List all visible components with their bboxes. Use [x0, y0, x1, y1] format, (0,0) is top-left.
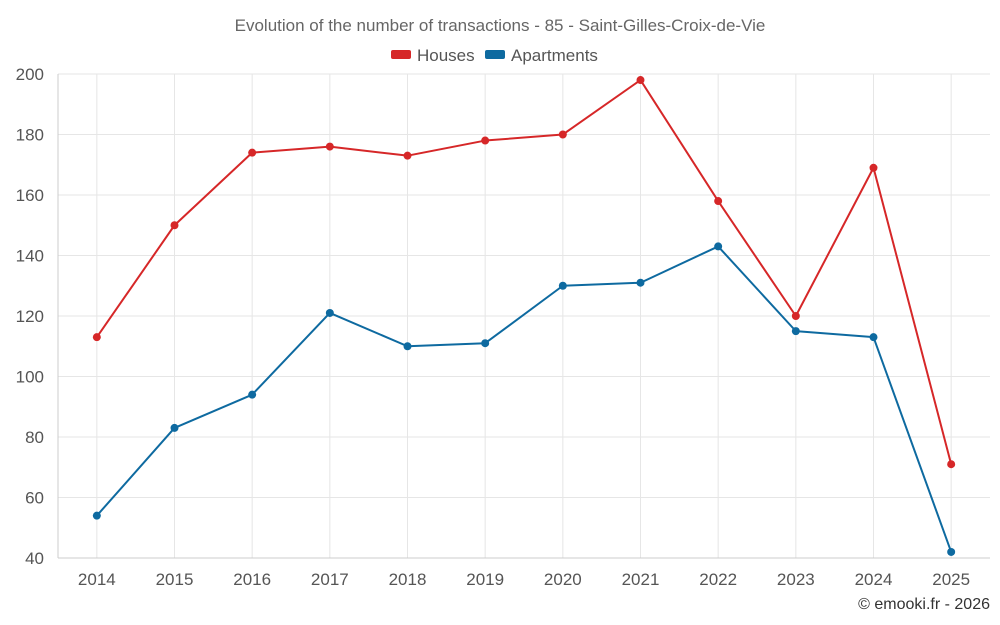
y-tick-label: 80: [25, 428, 44, 447]
data-point-houses-2022[interactable]: [714, 197, 723, 206]
x-tick-label: 2023: [777, 570, 815, 589]
data-point-houses-2017[interactable]: [325, 142, 334, 151]
data-point-houses-2021[interactable]: [636, 76, 645, 85]
y-axis: 40 60 80 100 120 140 160 180 200: [16, 65, 44, 568]
x-tick-label: 2014: [78, 570, 116, 589]
x-tick-label: 2017: [311, 570, 349, 589]
legend-swatch-apartments: [485, 50, 505, 59]
chart-title: Evolution of the number of transactions …: [235, 16, 766, 35]
data-point-houses-2018[interactable]: [403, 151, 412, 160]
series-group: [92, 76, 956, 556]
x-tick-label: 2020: [544, 570, 582, 589]
data-point-houses-2014[interactable]: [92, 333, 101, 342]
data-point-apartments-2016[interactable]: [248, 390, 257, 399]
data-point-apartments-2017[interactable]: [325, 308, 334, 317]
data-point-apartments-2019[interactable]: [481, 339, 490, 348]
data-point-apartments-2020[interactable]: [558, 281, 567, 290]
data-point-apartments-2021[interactable]: [636, 278, 645, 287]
data-point-apartments-2025[interactable]: [947, 547, 956, 556]
data-point-houses-2019[interactable]: [481, 136, 490, 145]
data-point-houses-2015[interactable]: [170, 221, 179, 230]
data-point-houses-2023[interactable]: [791, 312, 800, 320]
y-tick-label: 160: [16, 186, 44, 205]
legend: Houses Apartments: [391, 46, 598, 65]
y-tick-label: 120: [16, 307, 44, 326]
data-point-houses-2025[interactable]: [947, 460, 956, 469]
legend-label-apartments[interactable]: Apartments: [511, 46, 598, 65]
data-point-houses-2020[interactable]: [558, 130, 567, 139]
y-tick-label: 60: [25, 489, 44, 508]
data-point-houses-2016[interactable]: [248, 148, 257, 157]
y-tick-label: 100: [16, 368, 44, 387]
data-point-apartments-2024[interactable]: [869, 333, 878, 342]
credit-text: © emooki.fr - 2026: [858, 596, 990, 613]
x-axis: 2014 2015 2016 2017 2018 2019 2020 2021 2022 2023…: [78, 570, 970, 589]
data-point-apartments-2018[interactable]: [403, 342, 412, 351]
x-tick-label: 2021: [622, 570, 660, 589]
y-tick-label: 140: [16, 247, 44, 266]
legend-swatch-houses: [391, 50, 411, 59]
data-point-apartments-2022[interactable]: [714, 242, 723, 251]
y-tick-label: 180: [16, 126, 44, 145]
x-tick-label: 2018: [389, 570, 427, 589]
x-tick-label: 2015: [156, 570, 194, 589]
data-point-apartments-2023[interactable]: [791, 327, 800, 336]
data-point-apartments-2014[interactable]: [92, 511, 101, 520]
x-tick-label: 2022: [699, 570, 737, 589]
x-tick-label: 2024: [855, 570, 893, 589]
legend-label-houses[interactable]: Houses: [417, 46, 475, 65]
data-point-houses-2024[interactable]: [869, 163, 878, 172]
series-line-houses: [96, 79, 953, 465]
y-tick-label: 200: [16, 65, 44, 84]
x-tick-label: 2016: [233, 570, 271, 589]
series-line-apartments: [96, 245, 953, 553]
x-tick-label: 2019: [466, 570, 504, 589]
gridlines: [57, 73, 990, 559]
x-tick-label: 2025: [932, 570, 970, 589]
data-point-apartments-2015[interactable]: [170, 423, 179, 432]
y-tick-label: 40: [25, 549, 44, 568]
